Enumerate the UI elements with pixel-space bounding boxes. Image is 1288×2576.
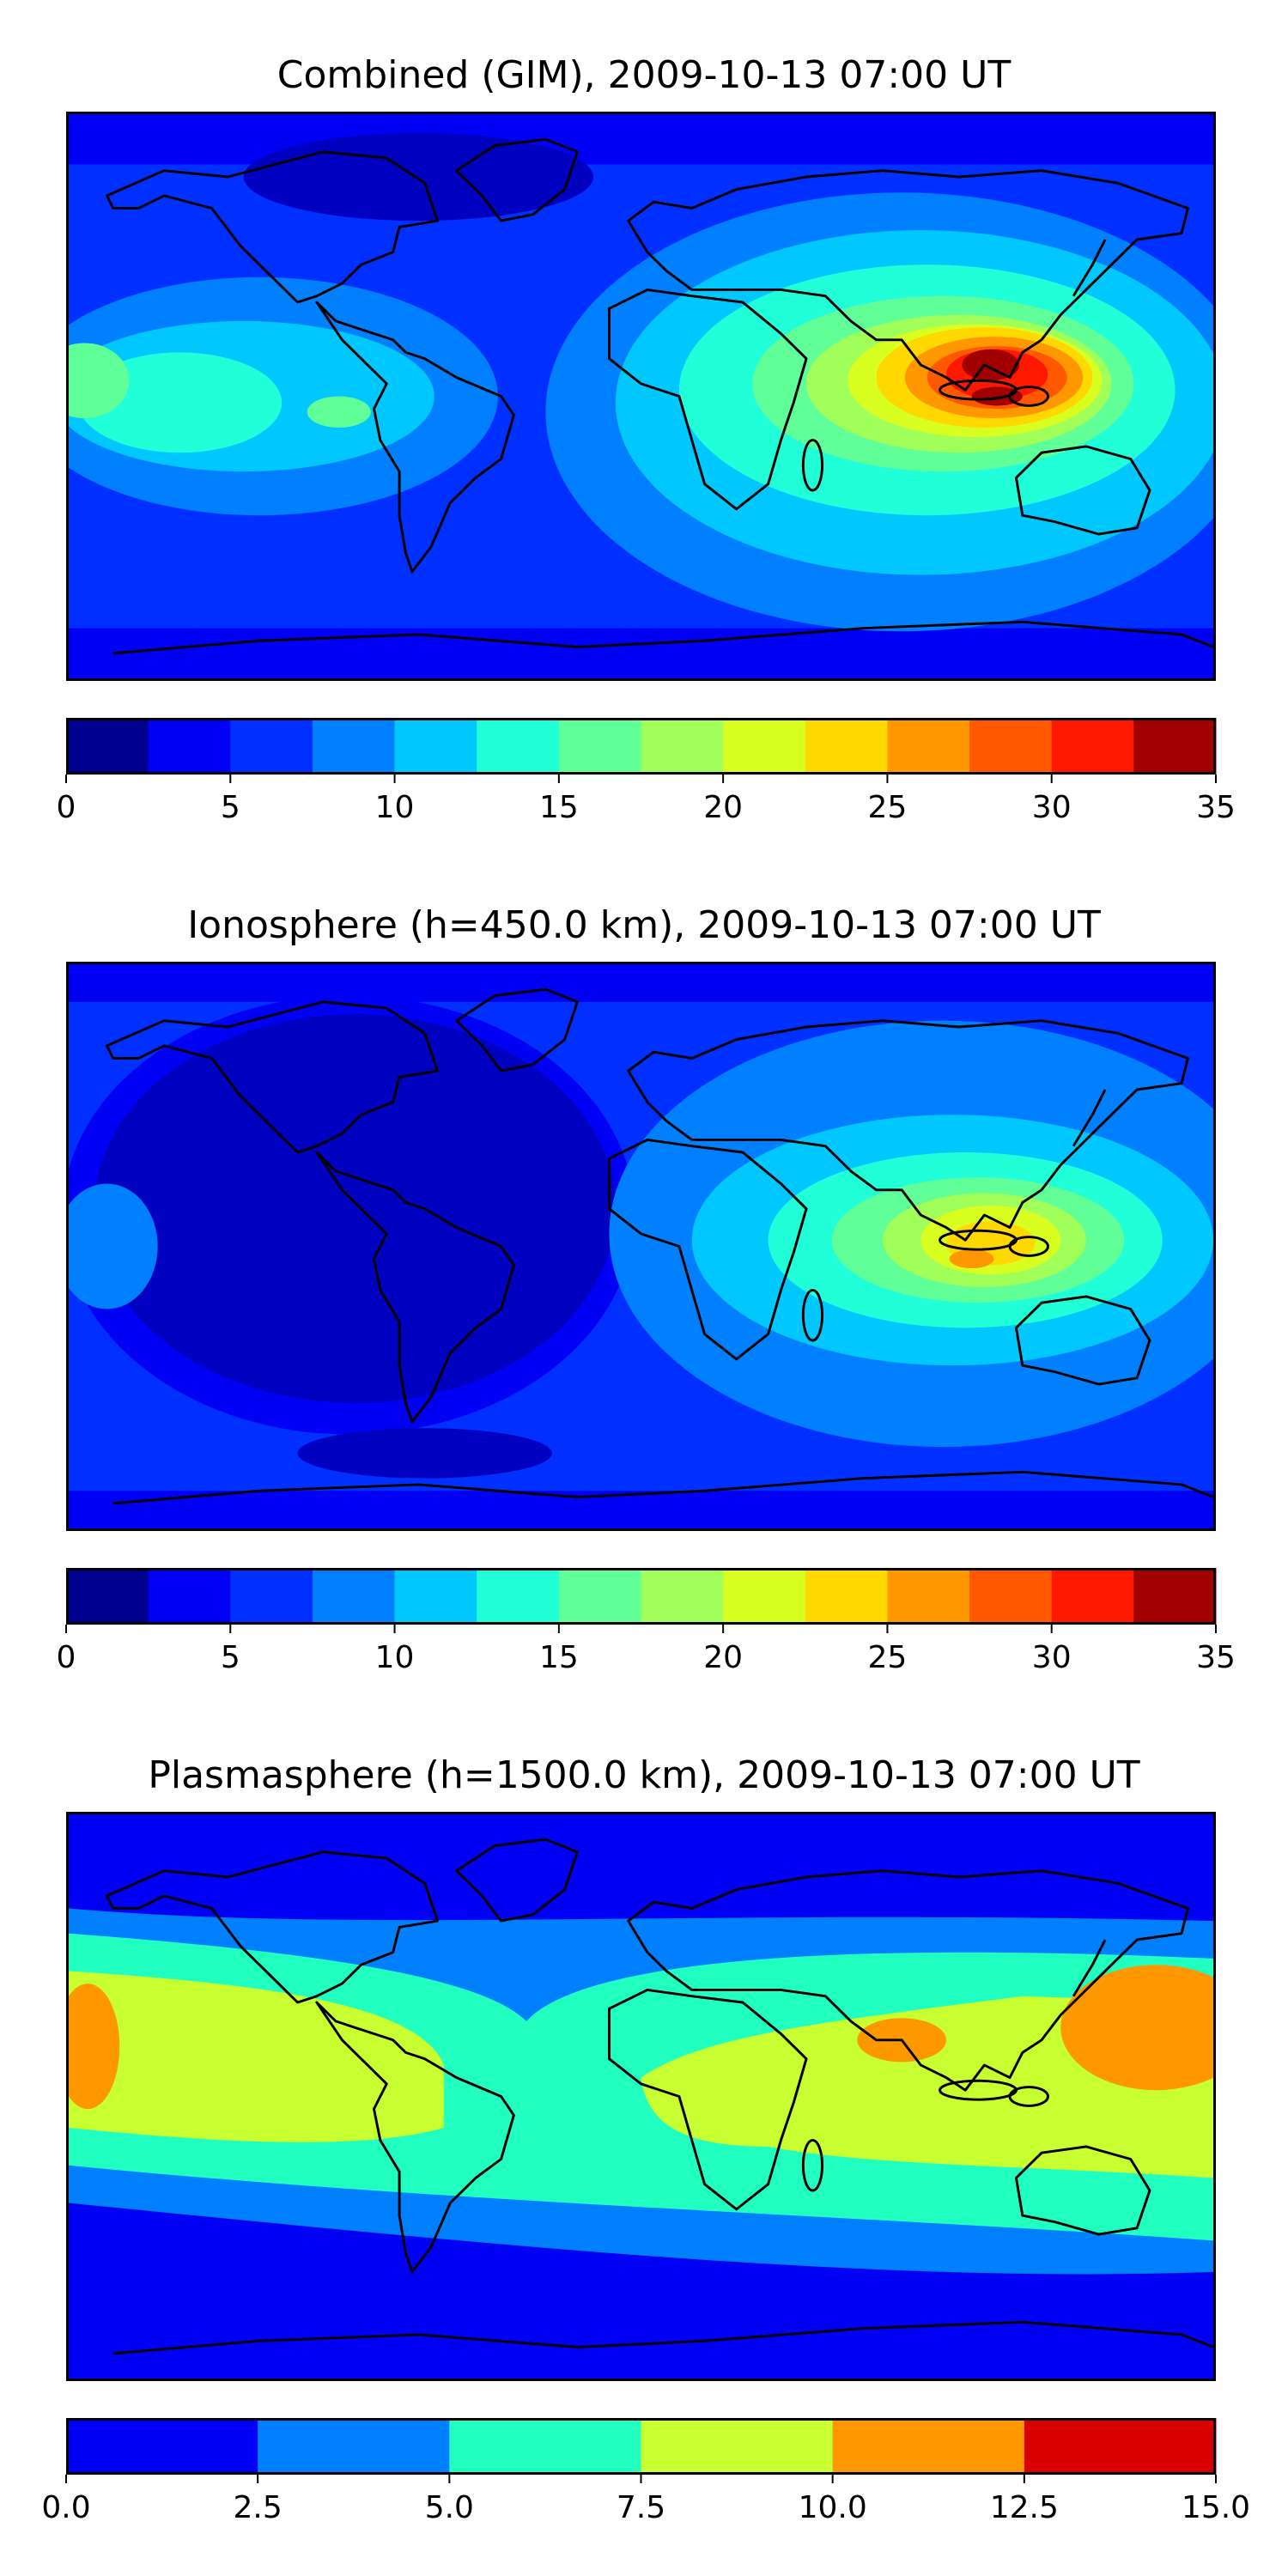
colorbar-segment	[723, 1568, 806, 1625]
colorbar-segment	[148, 718, 231, 775]
colorbar-segment	[969, 718, 1053, 775]
colorbar-segment	[312, 1568, 396, 1625]
coastlines-combined	[105, 137, 1213, 655]
colorbar-frame	[66, 1568, 1216, 1625]
colorbar-segment	[66, 718, 149, 775]
colorbar-segment	[477, 1568, 560, 1625]
colorbar-tick-label: 20	[703, 790, 743, 825]
colorbar-tick-label: 15	[539, 1640, 579, 1675]
colorbar-plasmasphere: 0.0 2.5 5.0 7.5 10.0 12.5 15.0	[41, 2418, 1250, 2525]
colorbar-segment	[887, 1568, 970, 1625]
colorbar-segment	[230, 1568, 313, 1625]
colorbar-tick-label: 0.0	[41, 2490, 90, 2525]
chart-title-ionosphere: Ionosphere (h=450.0 km), 2009-10-13 07:0…	[187, 903, 1101, 947]
map-combined	[66, 112, 1216, 681]
colorbar-tick-label: 12.5	[990, 2490, 1059, 2525]
colorbar-tick-label: 10.0	[799, 2490, 867, 2525]
colorbar-segment	[1133, 718, 1217, 775]
colorbar-tick-label: 25	[868, 1640, 908, 1675]
colorbar-tick-label: 0	[57, 1640, 76, 1675]
colorbar-segment	[1051, 718, 1134, 775]
colorbar-segment	[641, 1568, 724, 1625]
colorbar-tick-label: 25	[868, 790, 908, 825]
colorbar-segment	[148, 1568, 231, 1625]
colorbar-segment	[805, 1568, 888, 1625]
colorbar-segment	[969, 1568, 1053, 1625]
colorbar-segment	[258, 2418, 450, 2475]
colorbar-segment	[1051, 1568, 1134, 1625]
colorbar-segment	[394, 718, 477, 775]
colorbar-segment	[1024, 2418, 1217, 2475]
colorbar-segment	[887, 718, 970, 775]
colorbar-segment	[1133, 1568, 1217, 1625]
colorbar-segment	[66, 2418, 258, 2475]
colorbar-tick-label: 5.0	[425, 2490, 474, 2525]
coastlines-plasmasphere	[105, 1838, 1213, 2355]
colorbar-tick-label: 15.0	[1182, 2490, 1250, 2525]
colorbar-tick-label: 35	[1196, 1640, 1236, 1675]
colorbar-frame	[66, 2418, 1216, 2475]
colorbar-tick-label: 5	[221, 790, 240, 825]
colorbar-segment	[805, 718, 888, 775]
colorbar-tick-label: 10	[375, 1640, 415, 1675]
colorbar-tick-label: 5	[221, 1640, 240, 1675]
colorbar-segment	[558, 1568, 641, 1625]
colorbar-segment	[723, 718, 806, 775]
colorbar-tick-label: 35	[1196, 790, 1236, 825]
chart-title-combined: Combined (GIM), 2009-10-13 07:00 UT	[276, 53, 1012, 97]
coastlines-ionosphere	[105, 987, 1213, 1505]
colorbar-segment	[832, 2418, 1025, 2475]
colorbar-tick-label: 0	[57, 790, 76, 825]
colorbar-segment	[312, 718, 396, 775]
colorbar-segment	[641, 2418, 834, 2475]
contour-fill-ionosphere	[69, 964, 1213, 1528]
colorbar-segment	[449, 2418, 641, 2475]
colorbar-tick-label: 15	[539, 790, 579, 825]
colorbar-combined: 0 5 10 15 20 25 30 35	[57, 718, 1236, 825]
colorbar-frame	[66, 718, 1216, 775]
contour-fill-plasmasphere	[69, 1814, 1213, 2379]
colorbar-segment	[641, 718, 724, 775]
colorbar-tick-label: 20	[703, 1640, 743, 1675]
colorbar-tick-label: 7.5	[617, 2490, 665, 2525]
colorbar-segment	[66, 1568, 149, 1625]
map-plasmasphere	[66, 1812, 1216, 2381]
colorbar-tick-label: 2.5	[234, 2490, 283, 2525]
colorbar-tick-label: 10	[375, 790, 415, 825]
colorbar-tick-label: 30	[1032, 790, 1072, 825]
map-ionosphere	[66, 962, 1216, 1531]
colorbar-segment	[394, 1568, 477, 1625]
colorbar-tick-label: 30	[1032, 1640, 1072, 1675]
colorbar-ionosphere: 0 5 10 15 20 25 30 35	[57, 1568, 1236, 1675]
chart-title-plasmasphere: Plasmasphere (h=1500.0 km), 2009-10-13 0…	[148, 1753, 1140, 1797]
contour-fill-combined	[69, 114, 1213, 678]
colorbar-segment	[477, 718, 560, 775]
colorbar-segment	[558, 718, 641, 775]
colorbar-segment	[230, 718, 313, 775]
